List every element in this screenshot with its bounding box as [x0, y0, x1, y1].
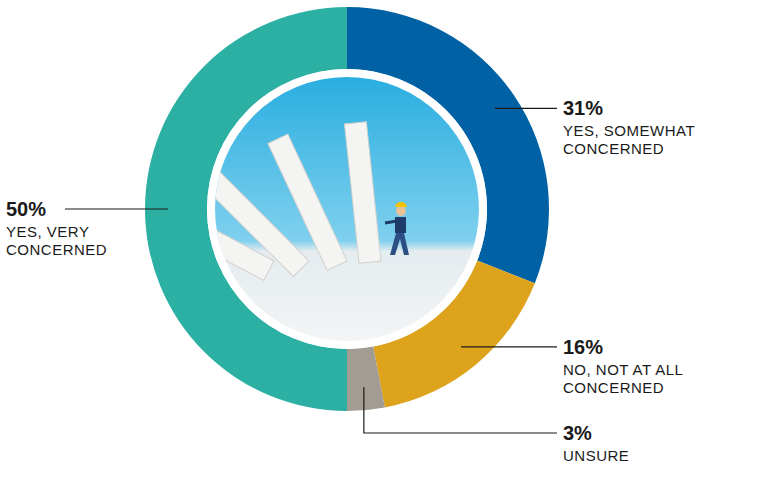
category-line: CONCERNED: [563, 140, 664, 157]
category-line: UNSURE: [563, 447, 629, 464]
category-label: YES, SOMEWHATCONCERNED: [563, 122, 695, 157]
data-label: 50% YES, VERYCONCERNED: [6, 198, 107, 258]
center-image: [140, 77, 479, 341]
slices: [145, 7, 549, 411]
category-label: UNSURE: [563, 447, 629, 464]
domino: [344, 122, 381, 264]
category-line: YES, SOMEWHAT: [563, 122, 695, 139]
figure-arm: [385, 221, 397, 223]
leader-line: [461, 346, 557, 347]
slice: [347, 347, 385, 411]
leader-line: [364, 387, 557, 433]
data-label: 31% YES, SOMEWHATCONCERNED: [563, 97, 695, 157]
figure-head: [396, 206, 406, 216]
slice: [145, 7, 347, 411]
figure-legs: [390, 233, 409, 255]
category-line: NO, NOT AT ALL: [563, 361, 683, 378]
category-label: NO, NOT AT ALLCONCERNED: [563, 361, 683, 396]
data-label: 16% NO, NOT AT ALLCONCERNED: [563, 336, 683, 396]
category-line: YES, VERY: [6, 223, 89, 240]
data-label: 3% UNSURE: [563, 422, 629, 464]
value-label: 16%: [563, 336, 603, 358]
chart: 31%YES, SOMEWHATCONCERNED16%NO, NOT AT A…: [0, 0, 769, 481]
figure-body: [395, 217, 406, 233]
figure-helmet: [395, 202, 407, 207]
leader-line: [495, 108, 557, 109]
category-label: YES, VERYCONCERNED: [6, 223, 107, 258]
category-line: CONCERNED: [563, 379, 664, 396]
domino: [268, 134, 347, 270]
leader-line: [65, 208, 168, 209]
value-label: 50%: [6, 198, 46, 220]
value-label: 3%: [563, 422, 592, 444]
value-label: 31%: [563, 97, 603, 119]
category-line: CONCERNED: [6, 241, 107, 258]
